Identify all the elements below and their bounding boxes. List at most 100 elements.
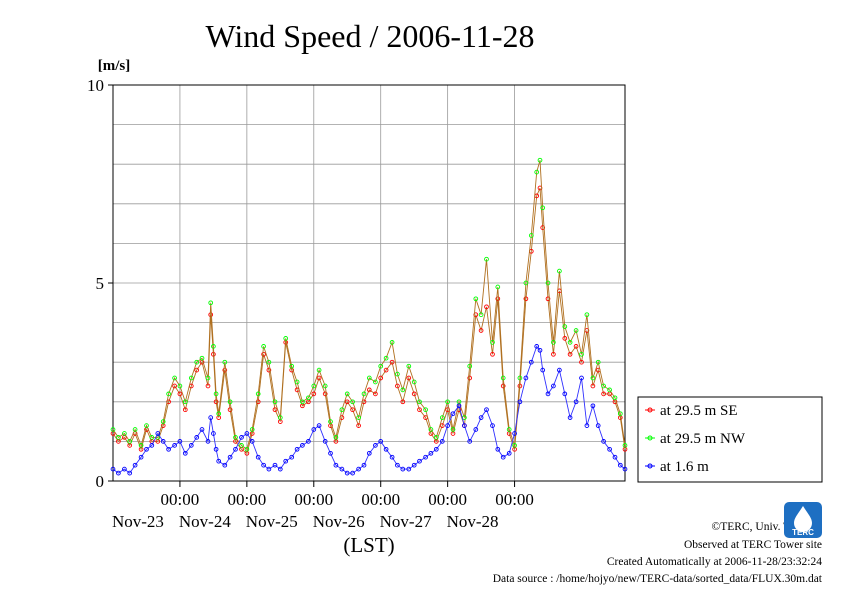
data-point	[272, 462, 278, 468]
data-point	[567, 351, 573, 357]
data-point	[406, 466, 412, 472]
data-point	[478, 328, 484, 333]
data-point	[439, 439, 445, 444]
data-point	[395, 371, 400, 377]
data-point	[199, 355, 205, 361]
data-point	[166, 446, 171, 452]
data-point	[149, 443, 155, 448]
data-point	[356, 466, 361, 472]
data-point	[490, 340, 495, 345]
data-point	[551, 383, 556, 389]
data-point	[249, 439, 255, 444]
data-point	[244, 446, 250, 452]
data-point	[411, 379, 417, 385]
data-point	[208, 300, 214, 306]
data-point	[433, 435, 439, 440]
data-point	[551, 351, 556, 357]
data-point	[132, 427, 138, 432]
data-point	[289, 363, 295, 369]
data-point	[467, 375, 473, 381]
data-point	[361, 462, 367, 468]
data-point	[373, 379, 378, 385]
data-point	[127, 439, 133, 444]
data-point	[239, 435, 244, 440]
data-point	[261, 462, 266, 468]
data-point	[188, 443, 194, 448]
series-2	[110, 157, 628, 452]
data-point	[227, 454, 233, 460]
data-point	[122, 466, 127, 472]
data-point	[428, 427, 434, 432]
data-point	[244, 431, 250, 436]
data-point	[612, 454, 618, 460]
data-point	[462, 423, 467, 428]
data-point	[540, 367, 546, 373]
data-point	[294, 446, 300, 452]
data-point	[478, 312, 484, 318]
data-point	[333, 435, 339, 440]
data-point	[601, 439, 606, 444]
data-point	[350, 399, 355, 405]
data-point	[617, 411, 623, 417]
data-point	[194, 359, 200, 365]
data-point	[116, 435, 121, 440]
legend-box	[637, 396, 823, 483]
data-point	[110, 466, 116, 472]
data-point	[579, 351, 584, 357]
series-line	[112, 160, 626, 451]
legend-item: at 29.5 m SE	[645, 403, 738, 419]
data-point	[277, 466, 283, 472]
data-point	[378, 375, 384, 381]
data-point	[473, 312, 479, 318]
data-point	[406, 375, 412, 381]
data-point	[506, 427, 512, 432]
data-point	[138, 454, 144, 460]
data-point	[213, 391, 219, 397]
legend-label: at 29.5 m SE	[660, 403, 738, 419]
data-point	[227, 407, 233, 413]
data-point	[545, 296, 551, 302]
data-point	[573, 328, 579, 333]
data-point	[127, 470, 133, 476]
data-point	[551, 340, 556, 345]
data-point	[339, 466, 345, 472]
data-point	[361, 391, 367, 397]
data-point	[562, 324, 568, 329]
data-point	[484, 407, 489, 413]
data-point	[389, 340, 395, 345]
data-point	[177, 383, 183, 389]
data-point	[573, 344, 579, 349]
credit-observed: Observed at TERC Tower site	[683, 539, 822, 551]
data-point	[144, 446, 149, 452]
data-point	[166, 391, 171, 397]
data-point	[344, 399, 350, 405]
data-point	[366, 450, 372, 456]
data-point	[473, 427, 479, 432]
data-point	[423, 454, 428, 460]
x-tick-time-label: 00:00	[495, 490, 534, 509]
y-tick-label: 5	[96, 274, 105, 293]
data-point	[160, 419, 166, 424]
data-point	[528, 233, 534, 238]
data-point	[116, 470, 121, 476]
legend-item: at 1.6 m	[645, 459, 709, 475]
data-point	[517, 383, 523, 389]
data-point	[322, 439, 328, 444]
data-point	[450, 427, 456, 432]
data-point	[294, 379, 300, 385]
legend-marker	[647, 435, 653, 441]
data-point	[500, 383, 506, 389]
data-point	[534, 169, 540, 175]
data-point	[567, 340, 573, 345]
data-point	[622, 466, 628, 472]
data-point	[495, 296, 501, 302]
x-tick-time-label: 00:00	[161, 490, 200, 509]
data-point	[199, 427, 205, 432]
data-point	[138, 443, 144, 448]
data-point	[216, 458, 222, 464]
data-point	[177, 439, 183, 444]
data-point	[512, 431, 517, 436]
legend-marker	[647, 463, 653, 469]
series-line	[112, 187, 626, 455]
data-point	[182, 399, 188, 405]
